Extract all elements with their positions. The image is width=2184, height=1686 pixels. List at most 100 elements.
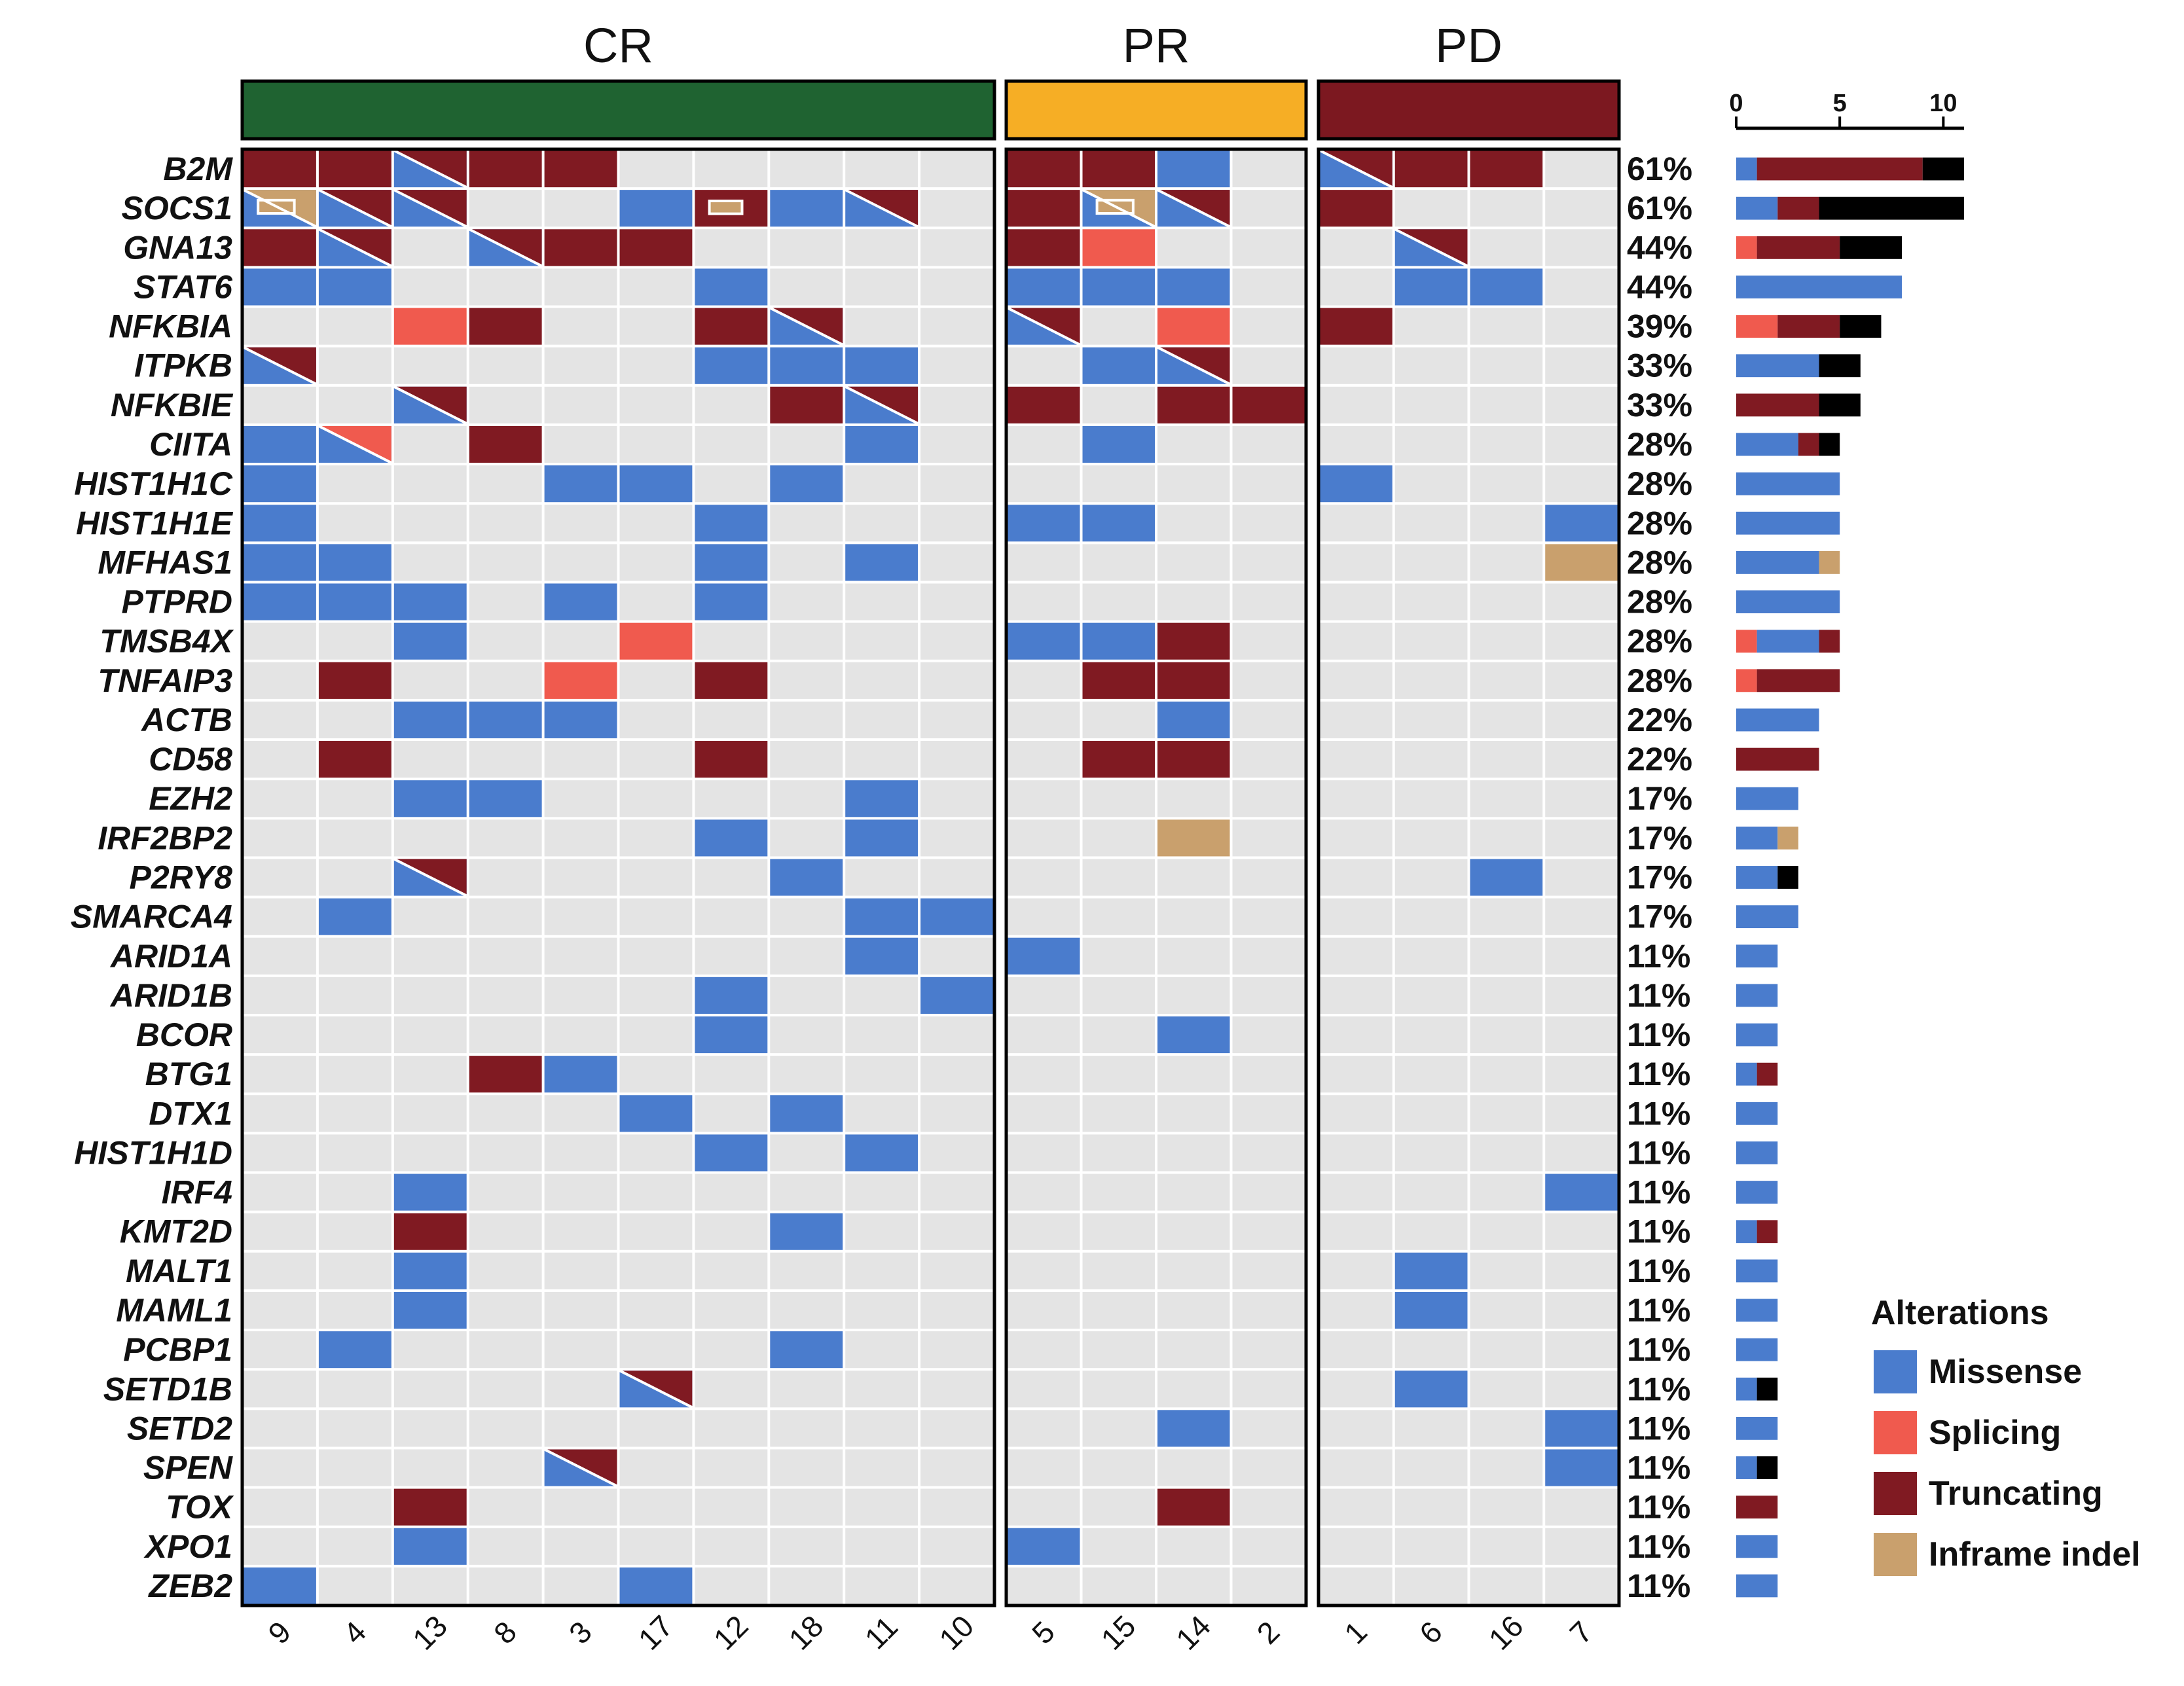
cell-empty xyxy=(770,544,843,581)
cell-cd58-10 xyxy=(920,741,993,778)
cell-empty xyxy=(1157,859,1230,896)
bar-segment-missense xyxy=(1736,590,1840,613)
cell-ptprd-10 xyxy=(920,583,993,620)
cell-empty xyxy=(544,1528,617,1565)
bar-segment-missense xyxy=(1736,984,1778,1007)
bar-segment-multi-hit xyxy=(1819,393,1861,417)
cell-bcor-3 xyxy=(544,1016,617,1054)
cell-empty xyxy=(1232,1528,1305,1565)
cell-xpo1-6 xyxy=(1394,1528,1468,1565)
cell-hist1h1c-1 xyxy=(1320,465,1392,503)
sample-label: 10 xyxy=(932,1609,980,1657)
cell-hist1h1d-5 xyxy=(1008,1134,1080,1172)
cell-empty xyxy=(1008,1488,1080,1526)
cell-empty xyxy=(1082,1528,1155,1565)
cell-empty xyxy=(770,229,843,266)
cell-actb-14 xyxy=(1157,701,1230,739)
cell-empty xyxy=(1545,583,1618,620)
cell-pcbp1-3 xyxy=(544,1331,617,1369)
cell-empty xyxy=(1082,1174,1155,1211)
cell-ptprd-6 xyxy=(1394,583,1468,620)
cell-empty xyxy=(544,937,617,975)
cell-arid1a-7 xyxy=(1545,937,1618,975)
cell-irf2bp2-14 xyxy=(1157,819,1230,857)
cell-setd2-15 xyxy=(1082,1410,1155,1447)
cell-stat6-4 xyxy=(318,268,391,306)
cell-hist1h1d-6 xyxy=(1394,1134,1468,1172)
cell-empty xyxy=(1470,1213,1543,1250)
cell-empty xyxy=(1320,780,1392,817)
cell-diagonal xyxy=(845,386,919,425)
cell-itpkb-15 xyxy=(1082,347,1155,384)
gene-label: GNA13 xyxy=(123,229,232,266)
cell-empty xyxy=(1545,1095,1618,1132)
cell-empty xyxy=(1470,1449,1543,1486)
cell-empty xyxy=(770,505,843,542)
cell-ciita-18 xyxy=(770,425,843,463)
gene-label: SMARCA4 xyxy=(71,899,232,935)
cell-empty xyxy=(1157,780,1230,817)
cell-stat6-11 xyxy=(845,268,919,306)
cell-nfkbie-12 xyxy=(695,386,768,423)
cell-tnfaip3-15 xyxy=(1082,662,1155,699)
cell-empty xyxy=(1320,1134,1392,1172)
cell-actb-16 xyxy=(1470,701,1543,739)
cell-empty xyxy=(544,425,617,463)
cell-empty xyxy=(1082,1134,1155,1172)
cell-arid1a-18 xyxy=(770,937,843,975)
cell-empty xyxy=(544,347,617,384)
cell-empty xyxy=(1394,898,1468,935)
cell-ptprd-5 xyxy=(1008,583,1080,620)
cell-spen-12 xyxy=(695,1449,768,1486)
cell-empty xyxy=(1008,859,1080,896)
cell-gna13-4 xyxy=(318,228,392,268)
cell-empty xyxy=(1394,622,1468,660)
cell-nfkbie-17 xyxy=(619,386,693,423)
cell-irf2bp2-13 xyxy=(393,819,467,857)
cell-diagonal xyxy=(1007,306,1081,346)
cell-socs1-9 xyxy=(243,188,317,228)
cell-nfkbie-8 xyxy=(469,386,542,423)
cell-btg1-4 xyxy=(318,1056,391,1093)
cell-xpo1-13 xyxy=(393,1528,467,1565)
cell-kmt2d-8 xyxy=(469,1213,542,1250)
cell-empty xyxy=(1470,505,1543,542)
gene-percentage: 22% xyxy=(1627,702,1692,738)
cell-empty xyxy=(920,386,993,423)
bar-segment-splicing xyxy=(1736,236,1757,259)
cell-empty xyxy=(244,701,316,739)
cell-empty xyxy=(1082,1449,1155,1486)
cell-empty xyxy=(695,1095,768,1132)
cell-ezh2-13 xyxy=(393,780,467,817)
gene-percentage: 11% xyxy=(1627,1450,1690,1486)
gene-percentage: 28% xyxy=(1627,623,1692,660)
cell-zeb2-14 xyxy=(1157,1567,1230,1604)
gene-label: MAML1 xyxy=(116,1292,232,1329)
cell-empty xyxy=(544,1252,617,1289)
cell-dtx1-13 xyxy=(393,1095,467,1132)
gene-percentage: 11% xyxy=(1627,1371,1690,1407)
cell-missense xyxy=(544,1056,617,1093)
cell-xpo1-5 xyxy=(1008,1528,1080,1565)
cell-smarca4-16 xyxy=(1470,898,1543,935)
cell-empty xyxy=(1082,1016,1155,1054)
cell-malt1-16 xyxy=(1470,1252,1543,1289)
cell-smarca4-4 xyxy=(318,898,391,935)
cell-hist1h1c-14 xyxy=(1157,465,1230,503)
group-title-pr: PR xyxy=(1123,18,1190,73)
cell-empty xyxy=(619,544,693,581)
cell-xpo1-14 xyxy=(1157,1528,1230,1565)
cell-hist1h1e-7 xyxy=(1545,505,1618,542)
cell-empty xyxy=(619,1410,693,1447)
cell-bcor-16 xyxy=(1470,1016,1543,1054)
cell-hist1h1e-3 xyxy=(544,505,617,542)
cell-kmt2d-6 xyxy=(1394,1213,1468,1250)
cell-splicing xyxy=(393,308,467,345)
cell-arid1b-6 xyxy=(1394,977,1468,1014)
cell-empty xyxy=(845,741,919,778)
cell-empty xyxy=(920,229,993,266)
cell-ciita-3 xyxy=(544,425,617,463)
cell-gna13-16 xyxy=(1470,229,1543,266)
cell-socs1-12 xyxy=(695,190,768,227)
cell-empty xyxy=(1470,1331,1543,1369)
